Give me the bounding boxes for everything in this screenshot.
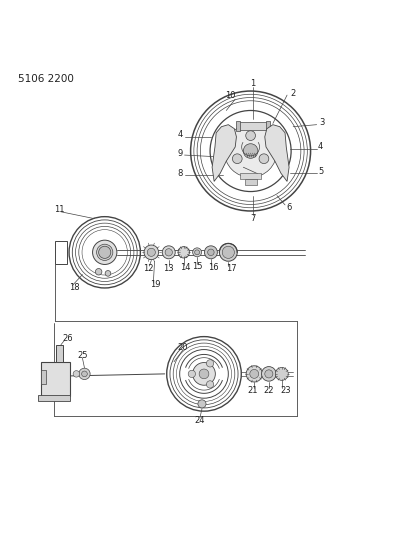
Bar [41,362,70,396]
Circle shape [198,400,206,408]
Circle shape [99,246,111,259]
Circle shape [259,154,269,164]
Circle shape [262,367,276,381]
Text: 24: 24 [195,416,205,425]
Text: 3: 3 [319,118,325,127]
Text: 10: 10 [225,91,235,100]
Text: 17: 17 [226,264,237,273]
Circle shape [195,250,200,255]
Text: 19: 19 [150,280,161,289]
Text: 8: 8 [178,169,183,178]
Bar [55,240,67,264]
Text: 1: 1 [250,79,255,88]
Polygon shape [212,125,236,181]
Circle shape [93,240,117,264]
Text: 21: 21 [247,386,257,395]
Text: 23: 23 [281,386,291,395]
Circle shape [79,368,90,379]
Circle shape [206,381,214,388]
Circle shape [147,248,155,256]
Text: 7: 7 [250,214,255,223]
Circle shape [246,366,262,382]
Circle shape [73,370,80,377]
Text: 5106 2200: 5106 2200 [18,74,73,84]
Text: 4: 4 [318,142,323,151]
Circle shape [105,271,111,276]
Circle shape [250,369,259,378]
Circle shape [243,144,258,158]
Circle shape [204,246,217,259]
Bar [56,345,63,362]
Circle shape [246,131,255,141]
Text: 12: 12 [143,264,153,273]
Text: 14: 14 [180,263,191,272]
Text: 15: 15 [192,262,202,271]
Circle shape [224,125,277,177]
Text: 2: 2 [290,88,296,98]
Circle shape [162,246,175,259]
Circle shape [199,369,209,379]
Text: 9: 9 [178,149,183,158]
Text: 25: 25 [77,351,88,360]
Bar [235,120,239,131]
Text: 18: 18 [69,284,79,293]
Circle shape [193,248,202,257]
Bar [38,395,70,401]
Text: 6: 6 [286,203,292,212]
Circle shape [220,244,237,261]
Text: 11: 11 [54,205,64,214]
Text: 13: 13 [164,264,174,273]
Bar [237,122,268,130]
Circle shape [233,154,242,164]
Circle shape [208,249,214,255]
Text: 16: 16 [208,263,218,272]
Circle shape [165,249,173,256]
Text: 22: 22 [264,386,274,395]
Text: 20: 20 [177,343,188,352]
Circle shape [275,367,288,381]
Circle shape [265,370,273,378]
Bar [244,180,257,185]
Circle shape [206,360,214,367]
Circle shape [144,245,159,260]
Circle shape [178,247,189,258]
Circle shape [222,246,234,259]
Circle shape [193,362,215,385]
Bar [266,120,270,131]
Bar [41,370,46,384]
Text: 4: 4 [178,130,183,139]
Circle shape [188,370,195,377]
Bar [240,173,261,179]
Polygon shape [265,125,289,181]
Circle shape [97,244,113,261]
Circle shape [82,371,87,377]
Text: 26: 26 [62,334,73,343]
Text: 5: 5 [318,167,323,176]
Circle shape [95,269,102,275]
Circle shape [274,132,282,140]
Circle shape [219,132,227,140]
